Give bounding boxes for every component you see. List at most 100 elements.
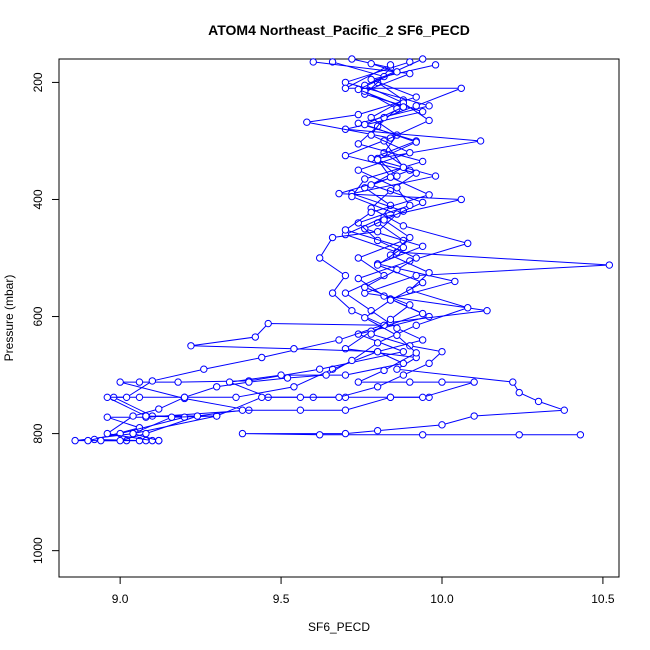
data-point (386, 315, 395, 324)
data-point (515, 388, 523, 397)
data-point (213, 412, 221, 420)
data-point (361, 283, 369, 291)
data-point (399, 222, 408, 230)
data-point (258, 393, 266, 402)
data-point (438, 421, 446, 429)
data-point (193, 412, 202, 420)
data-point (373, 347, 382, 356)
data-point (576, 431, 585, 439)
data-point (354, 274, 363, 283)
data-point (406, 233, 414, 242)
data-point (406, 378, 414, 386)
data-point (412, 93, 420, 101)
data-point (373, 261, 382, 269)
data-point (354, 85, 363, 94)
data-point (425, 268, 433, 277)
data-point (418, 278, 427, 287)
data-point (245, 378, 253, 386)
data-point (412, 169, 420, 177)
series-line (105, 58, 470, 442)
data-point (470, 378, 478, 386)
data-point (406, 148, 414, 157)
data-point (200, 365, 208, 373)
data-point (406, 301, 414, 309)
data-point (341, 289, 350, 297)
data-point (341, 151, 350, 160)
data-point (341, 226, 350, 234)
data-point (328, 289, 337, 297)
data-point (142, 436, 150, 445)
data-point (457, 195, 465, 204)
data-point (71, 436, 79, 445)
y-tick-label: 400 (31, 189, 45, 209)
data-point (373, 339, 382, 347)
data-point (412, 349, 420, 357)
series-layer (71, 55, 614, 445)
data-point (303, 118, 311, 126)
data-point (399, 243, 408, 252)
data-point (361, 120, 369, 129)
data-point (290, 383, 298, 391)
data-point (341, 406, 350, 414)
data-point (386, 173, 395, 181)
series-7 (129, 61, 465, 445)
data-point (341, 429, 350, 438)
y-tick-label: 200 (31, 72, 45, 92)
data-point (232, 393, 240, 402)
data-point (412, 102, 420, 110)
data-point (418, 242, 427, 251)
data-point (354, 140, 363, 148)
y-tick-label: 1000 (31, 537, 45, 564)
data-point (335, 393, 343, 402)
series-6 (103, 55, 472, 445)
data-point (238, 406, 247, 414)
data-point (129, 429, 137, 438)
data-point (393, 324, 401, 332)
data-point (348, 356, 356, 365)
data-point (367, 208, 375, 217)
data-point (367, 330, 375, 338)
data-point (418, 157, 427, 166)
data-point (393, 331, 401, 339)
series-8 (97, 59, 478, 445)
data-point (167, 413, 176, 421)
data-point (283, 374, 292, 382)
data-point (135, 393, 144, 402)
data-point (393, 365, 401, 373)
data-point (142, 429, 150, 438)
data-point (470, 412, 478, 420)
x-tick-label: 9.0 (112, 592, 129, 606)
data-point (348, 192, 356, 201)
data-point (476, 137, 485, 145)
series-line (87, 61, 610, 442)
data-point (431, 172, 440, 180)
data-point (258, 353, 266, 362)
data-point (155, 436, 163, 445)
data-point (393, 172, 401, 180)
data-point (367, 113, 375, 122)
data-point (380, 216, 388, 224)
x-axis-label: SF6_PECD (308, 620, 370, 634)
data-point (341, 371, 350, 379)
data-point (367, 59, 375, 68)
data-point (393, 184, 401, 192)
data-point (515, 431, 523, 439)
data-point (418, 55, 427, 63)
data-point (418, 107, 427, 116)
data-point (438, 347, 446, 356)
data-point (328, 58, 337, 66)
data-point (309, 58, 317, 66)
data-point (509, 378, 517, 386)
series-line (100, 63, 475, 442)
data-point (187, 342, 195, 350)
data-point (438, 378, 446, 386)
data-point (534, 397, 543, 406)
data-point (412, 271, 420, 280)
data-point (464, 304, 472, 312)
data-point (84, 436, 92, 445)
data-point (354, 254, 363, 262)
data-point (116, 378, 124, 386)
data-point (412, 321, 420, 330)
data-point (367, 181, 375, 189)
